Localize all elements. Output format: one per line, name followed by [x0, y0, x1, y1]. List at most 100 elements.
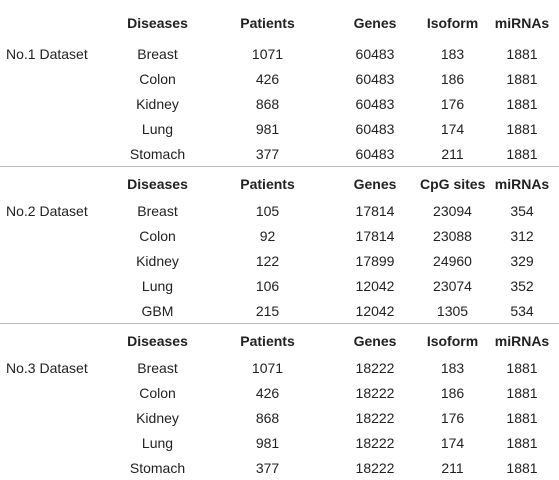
cell: 18222: [355, 384, 395, 401]
cell: Breast: [137, 359, 178, 376]
data-row: Kidney 868 60483 176 1881: [0, 91, 559, 116]
data-row: Stomach 377 18222 211 1881: [0, 455, 559, 480]
data-row: Stomach 377 60483 211 1881: [0, 141, 559, 167]
cell: 122: [255, 252, 280, 269]
column-header: Genes: [330, 166, 420, 198]
cell: 92: [259, 227, 276, 244]
cell: 12042: [355, 302, 395, 319]
cell: 174: [440, 434, 465, 451]
cell: Kidney: [136, 95, 179, 112]
empty-cell: [0, 223, 110, 248]
cell: 17814: [355, 227, 395, 244]
data-row: Kidney 868 18222 176 1881: [0, 405, 559, 430]
cell: 18222: [355, 459, 395, 476]
cell: 18222: [355, 434, 395, 451]
cell: 105: [255, 202, 280, 219]
data-row: Kidney 122 17899 24960 329: [0, 248, 559, 273]
cell: 981: [255, 120, 280, 137]
cell: 215: [255, 302, 280, 319]
cell: 60483: [355, 45, 395, 62]
cell: 352: [510, 277, 534, 294]
empty-cell: [0, 0, 110, 41]
header-row: Diseases Patients Genes CpG sites miRNAs: [0, 166, 559, 198]
column-header: CpG sites: [420, 166, 485, 198]
cell: 60483: [355, 120, 395, 137]
column-header: Patients: [240, 14, 295, 31]
empty-cell: [0, 248, 110, 273]
page: Diseases Patients Genes Isoform miRNAs No.1 D…: [0, 14, 559, 476]
cell: 534: [510, 302, 534, 319]
cell: 18222: [355, 359, 395, 376]
dataset-label: No.3 Dataset: [6, 359, 88, 376]
data-row: No.2 Dataset Breast 105 17814 23094 354: [0, 198, 559, 223]
data-row: No.1 Dataset Breast 1071 60483 183 1881: [0, 41, 559, 66]
cell: Lung: [141, 120, 174, 137]
cell: Lung: [141, 277, 174, 294]
cell: 60483: [355, 95, 395, 112]
column-header: miRNAs: [485, 323, 559, 355]
dataset-label: No.1 Dataset: [6, 45, 88, 62]
data-row: Colon 426 60483 186 1881: [0, 66, 559, 91]
column-header: Diseases: [110, 323, 205, 355]
cell: 174: [440, 120, 465, 137]
cell: 60483: [355, 70, 395, 87]
cell: 1881: [506, 145, 538, 162]
cell: 1305: [436, 302, 469, 319]
header-row: Diseases Patients Genes Isoform miRNAs: [0, 0, 559, 41]
cell: 176: [440, 95, 465, 112]
cell: Stomach: [129, 459, 186, 476]
cell: 186: [440, 384, 465, 401]
cell: 1881: [506, 459, 538, 476]
data-row: Lung 981 18222 174 1881: [0, 430, 559, 455]
cell: 1071: [251, 359, 284, 376]
cell: 377: [255, 145, 280, 162]
cell: GBM: [141, 302, 174, 319]
data-row: Lung 981 60483 174 1881: [0, 116, 559, 141]
cell: 183: [440, 359, 465, 376]
cell: Breast: [137, 45, 178, 62]
column-header: Genes: [353, 14, 397, 31]
cell: 183: [440, 45, 465, 62]
data-row: Colon 92 17814 23088 312: [0, 223, 559, 248]
data-row: GBM 215 12042 1305 534: [0, 298, 559, 324]
column-header: Diseases: [110, 166, 205, 198]
header-row: Diseases Patients Genes Isoform miRNAs: [0, 323, 559, 355]
column-header: miRNAs: [494, 14, 550, 31]
cell: Breast: [137, 202, 178, 219]
cell: 312: [510, 227, 534, 244]
cell: 17814: [355, 202, 395, 219]
cell: 17899: [355, 252, 395, 269]
cell: 868: [255, 409, 280, 426]
cell: 186: [440, 70, 465, 87]
empty-cell: [0, 405, 110, 430]
cell: Stomach: [129, 145, 186, 162]
empty-cell: [0, 323, 110, 355]
cell: 1881: [506, 434, 538, 451]
cell: Lung: [141, 434, 174, 451]
cell: Kidney: [136, 252, 179, 269]
cell: 1881: [506, 70, 538, 87]
cell: Kidney: [136, 409, 179, 426]
cell: Colon: [139, 70, 176, 87]
cell: 1881: [506, 45, 538, 62]
cell: 354: [510, 202, 534, 219]
cell: 23074: [433, 277, 472, 294]
cell: 106: [255, 277, 280, 294]
cell: 868: [255, 95, 280, 112]
cell: 23094: [433, 202, 472, 219]
cell: 1881: [506, 120, 538, 137]
column-header: Patients: [205, 166, 330, 198]
column-header: Genes: [330, 323, 420, 355]
column-header: Isoform: [420, 323, 485, 355]
empty-cell: [0, 430, 110, 455]
empty-cell: [0, 273, 110, 298]
dataset-label: No.2 Dataset: [6, 202, 88, 219]
cell: 329: [510, 252, 534, 269]
cell: 1881: [506, 95, 538, 112]
cell: 211: [441, 459, 464, 476]
cell: 426: [255, 384, 280, 401]
cell: 377: [255, 459, 280, 476]
cell: 981: [255, 434, 280, 451]
